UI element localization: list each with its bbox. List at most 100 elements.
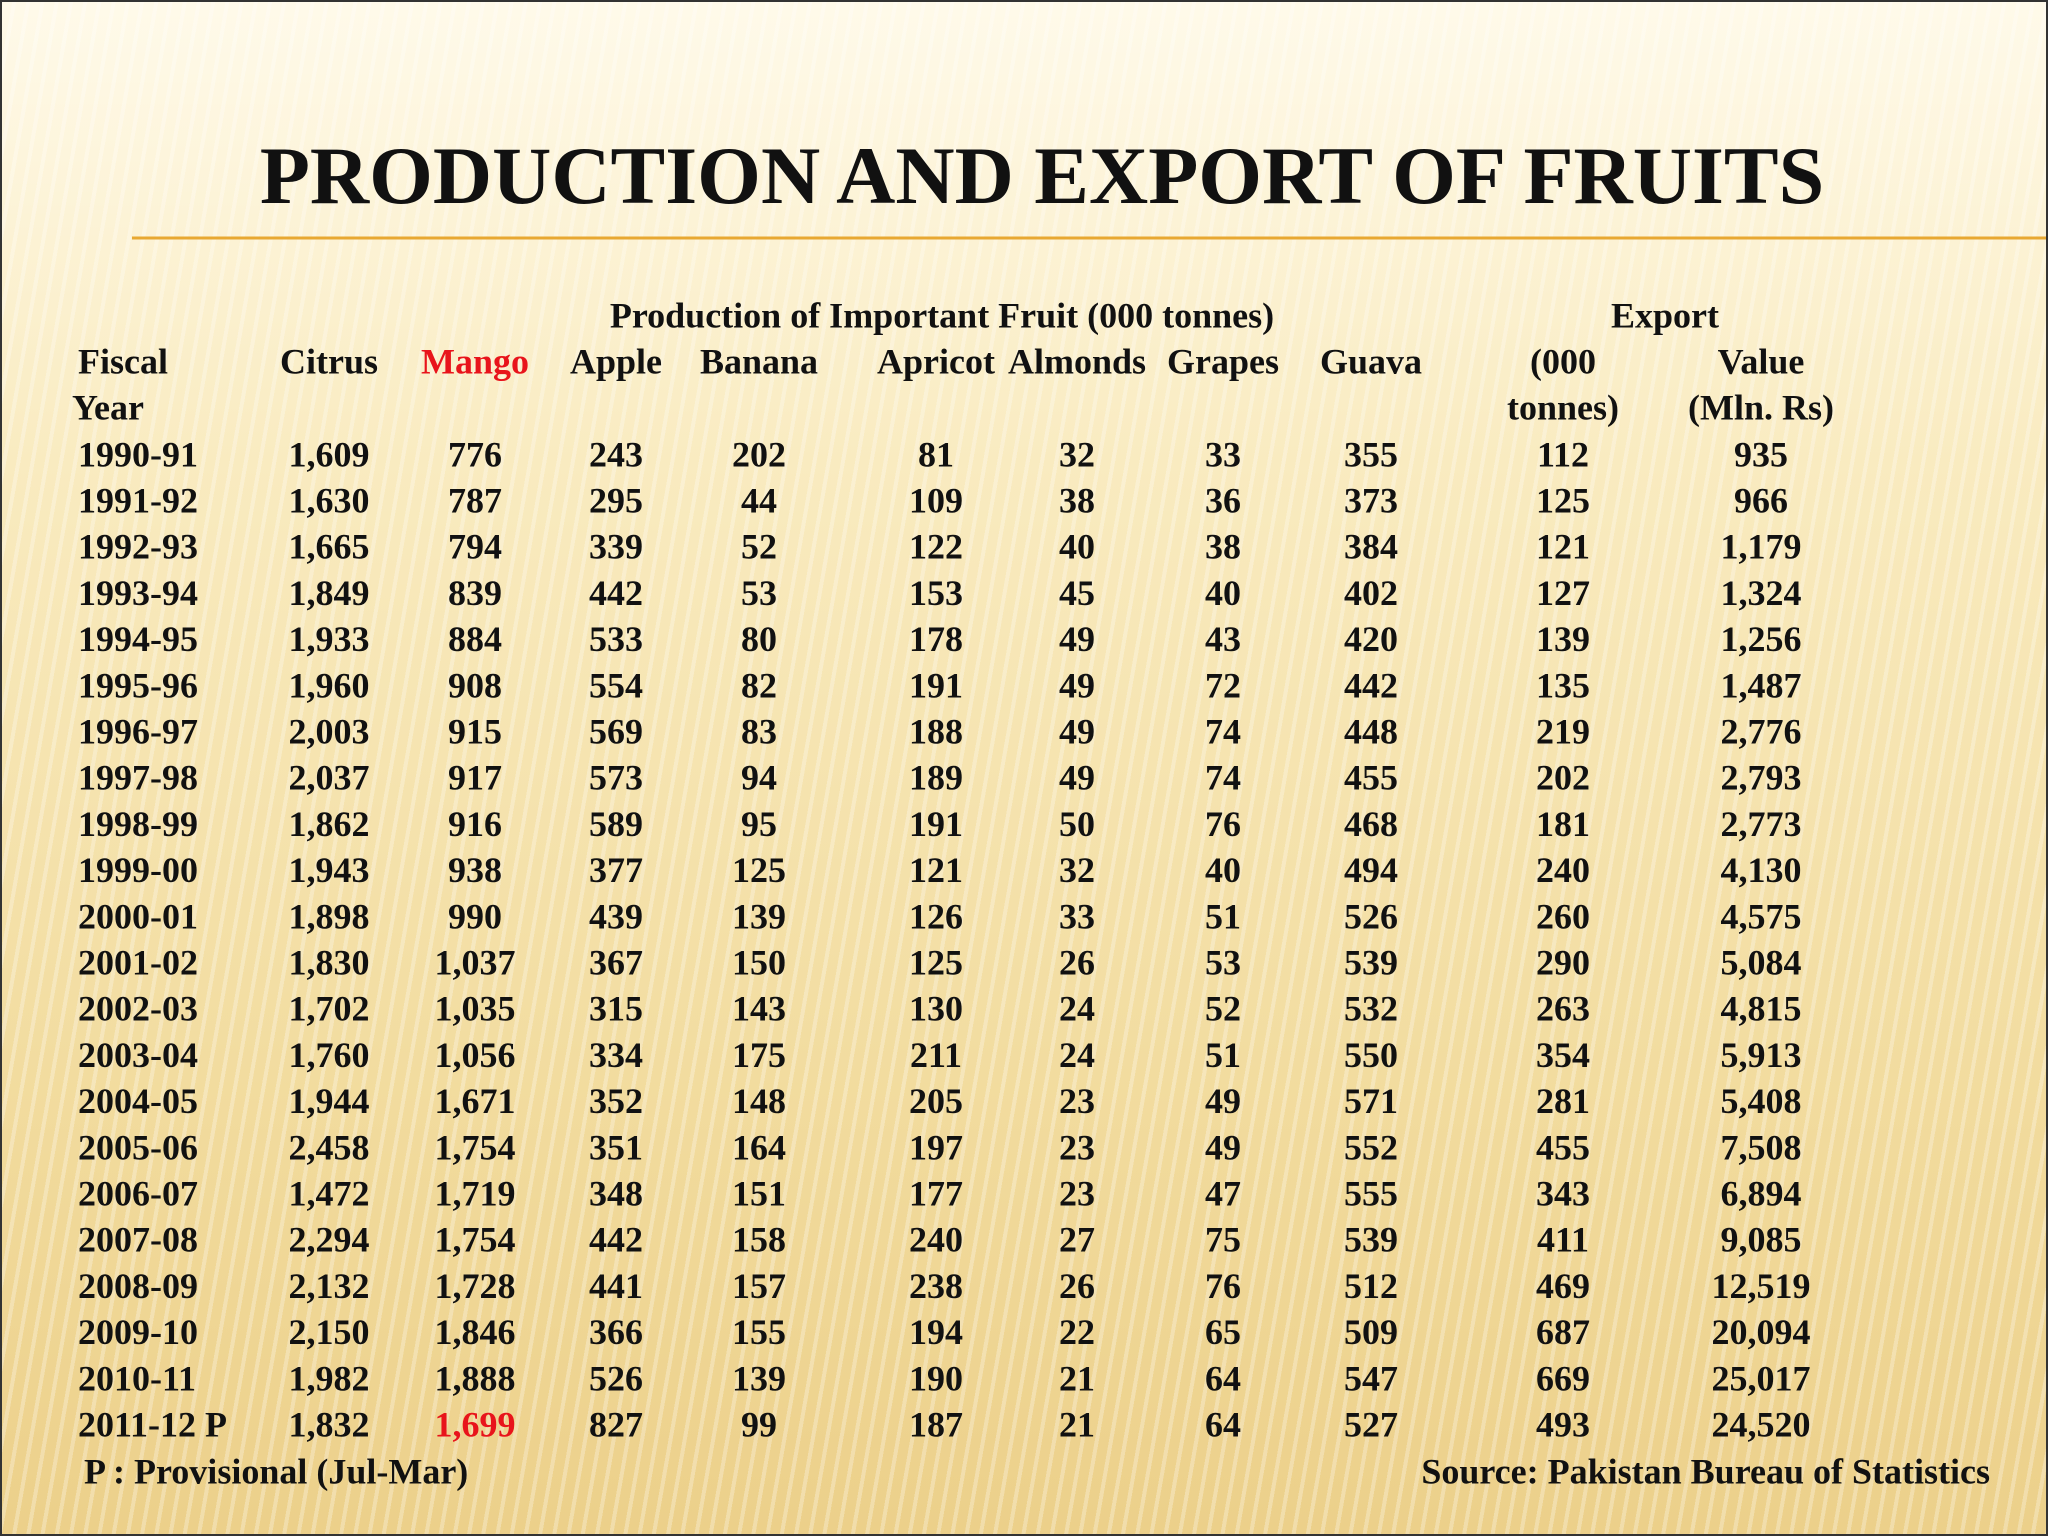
table-cell: 2,773	[1721, 804, 1802, 844]
table-cell: 194	[909, 1312, 963, 1352]
table-cell: 158	[732, 1220, 786, 1260]
column-header: Apricot	[877, 341, 995, 381]
table-cell: 290	[1536, 942, 1590, 982]
table-cell: 1,609	[289, 434, 370, 474]
table-cell: 554	[589, 665, 643, 705]
table-cell: 125	[1536, 480, 1590, 520]
table-cell: 164	[732, 1127, 786, 1167]
table-cell: 2003-04	[78, 1035, 198, 1075]
table-cell: 915	[448, 711, 502, 751]
table-cell: 509	[1344, 1312, 1398, 1352]
table-cell: 139	[1536, 619, 1590, 659]
table-cell: 21	[1059, 1404, 1095, 1444]
table-cell: 442	[1344, 665, 1398, 705]
table-cell: 1,754	[435, 1220, 516, 1260]
table-cell: 33	[1205, 434, 1241, 474]
table-cell: 9,085	[1721, 1220, 1802, 1260]
table-cell: 1998-99	[78, 804, 198, 844]
table-cell: 150	[732, 942, 786, 982]
table-cell: 1,699	[435, 1404, 516, 1444]
table-cell: 125	[909, 942, 963, 982]
table-cell: 178	[909, 619, 963, 659]
table-cell: 238	[909, 1266, 963, 1306]
column-header: Mango	[421, 341, 529, 381]
table-cell: 469	[1536, 1266, 1590, 1306]
table-cell: 494	[1344, 850, 1398, 890]
table-cell: 45	[1059, 573, 1095, 613]
table-cell: 38	[1059, 480, 1095, 520]
group-header: Production of Important Fruit (000 tonne…	[610, 295, 1274, 335]
table-cell: 20,094	[1712, 1312, 1811, 1352]
table-cell: 5,913	[1721, 1035, 1802, 1075]
table-cell: 1,035	[435, 989, 516, 1029]
column-header: Apple	[570, 341, 662, 381]
table-cell: 527	[1344, 1404, 1398, 1444]
table-cell: 339	[589, 527, 643, 567]
table-cell: 2011-12 P	[78, 1404, 227, 1444]
table-cell: 569	[589, 711, 643, 751]
table-cell: 24	[1059, 989, 1095, 1029]
table-cell: 455	[1536, 1127, 1590, 1167]
table-cell: 81	[918, 434, 954, 474]
table-cell: 151	[732, 1173, 786, 1213]
table-cell: 411	[1537, 1220, 1589, 1260]
table-cell: 65	[1205, 1312, 1241, 1352]
group-header: Export	[1611, 295, 1719, 335]
table-cell: 153	[909, 573, 963, 613]
table-cell: 787	[448, 480, 502, 520]
table-cell: 1,487	[1721, 665, 1802, 705]
table-cell: 121	[1536, 527, 1590, 567]
table-cell: 1,630	[289, 480, 370, 520]
table-cell: 40	[1205, 573, 1241, 613]
table-cell: 5,084	[1721, 942, 1802, 982]
table-cell: 143	[732, 989, 786, 1029]
table-cell: 125	[732, 850, 786, 890]
table-cell: 1,943	[289, 850, 370, 890]
table-cell: 351	[589, 1127, 643, 1167]
table-cell: 377	[589, 850, 643, 890]
table-cell: 935	[1734, 434, 1788, 474]
table-cell: 2009-10	[78, 1312, 198, 1352]
table-cell: 442	[589, 1220, 643, 1260]
table-cell: 43	[1205, 619, 1241, 659]
table-cell: 47	[1205, 1173, 1241, 1213]
table-cell: 2002-03	[78, 989, 198, 1029]
table-cell: 315	[589, 989, 643, 1029]
table-cell: 448	[1344, 711, 1398, 751]
table-cell: 24,520	[1712, 1404, 1811, 1444]
table-cell: 827	[589, 1404, 643, 1444]
table-cell: 938	[448, 850, 502, 890]
table-cell: 49	[1059, 711, 1095, 751]
column-header: Banana	[700, 341, 818, 381]
table-cell: 1,056	[435, 1035, 516, 1075]
table-cell: 1,862	[289, 804, 370, 844]
table-cell: 53	[1205, 942, 1241, 982]
table-cell: 112	[1537, 434, 1589, 474]
column-header: Citrus	[280, 341, 378, 381]
table-cell: 130	[909, 989, 963, 1029]
table-cell: 1,728	[435, 1266, 516, 1306]
table-cell: 1,256	[1721, 619, 1802, 659]
table-cell: 2001-02	[78, 942, 198, 982]
title: PRODUCTION AND EXPORT OF FRUITS	[260, 130, 1824, 221]
table-cell: 552	[1344, 1127, 1398, 1167]
table-cell: 966	[1734, 480, 1788, 520]
table-cell: 1,944	[289, 1081, 370, 1121]
table-cell: 263	[1536, 989, 1590, 1029]
table-cell: 2007-08	[78, 1220, 198, 1260]
table-cell: 526	[589, 1358, 643, 1398]
table-cell: 1,754	[435, 1127, 516, 1167]
table-cell: 49	[1205, 1081, 1241, 1121]
table-cell: 4,575	[1721, 896, 1802, 936]
table-cell: 539	[1344, 942, 1398, 982]
table-cell: 1991-92	[78, 480, 198, 520]
table-cell: 1,324	[1721, 573, 1802, 613]
table-cell: 1996-97	[78, 711, 198, 751]
table-cell: 22	[1059, 1312, 1095, 1352]
table-cell: 2005-06	[78, 1127, 198, 1167]
table-cell: 51	[1205, 896, 1241, 936]
table-cell: 366	[589, 1312, 643, 1352]
table-cell: 135	[1536, 665, 1590, 705]
table-cell: 1,898	[289, 896, 370, 936]
table-cell: 157	[732, 1266, 786, 1306]
